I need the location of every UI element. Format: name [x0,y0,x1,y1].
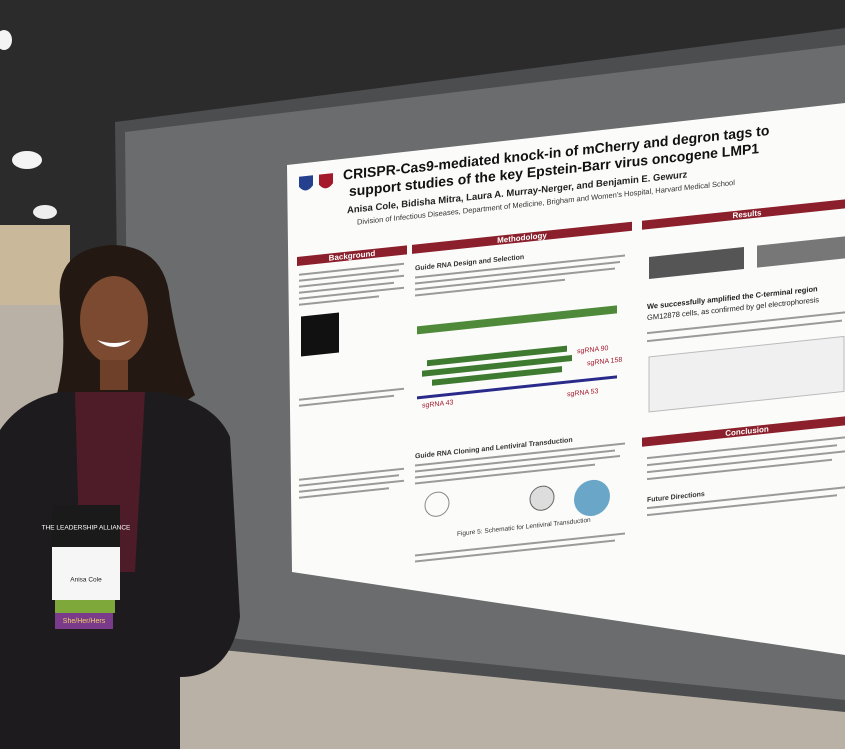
badge-header [52,505,120,547]
badge-pronouns: She/Her/Hers [63,618,106,625]
face [80,276,148,364]
text-line [647,494,837,517]
sequence-figure [417,305,617,400]
text-line [299,295,379,306]
plasmid [424,491,450,517]
text-line [415,267,615,291]
figure-label: sgRNA 158 [587,357,622,368]
virus [529,485,555,511]
ceiling-light [33,205,57,219]
pronoun-ribbon [55,613,113,629]
text-line [647,486,845,510]
section-heading: Results [733,208,762,220]
wall [0,225,70,305]
figure-label: sgRNA 43 [422,399,454,409]
cell [574,479,610,517]
section-bar [412,221,632,254]
text-line [415,539,615,563]
text-line [432,366,562,386]
section-bar [642,415,845,447]
logo [299,175,313,191]
text-line [647,458,832,481]
text-line [415,463,595,485]
text-line [647,436,845,460]
text-line [415,261,620,285]
chromatogram [648,335,845,413]
neck [100,360,128,390]
text-line [427,345,567,367]
figure-label: sgRNA 90 [577,345,609,355]
text-line [647,319,842,343]
text-line [299,474,399,487]
text-line [415,455,620,479]
text-line [299,286,404,300]
text-line [299,487,389,499]
ceiling-light [12,151,42,169]
text-line [415,442,625,467]
text-lines [299,254,845,563]
badge-name: Anisa Cole [70,577,102,584]
badge-organization: THE LEADERSHIP ALLIANCE [42,525,131,532]
ceiling-light [0,30,12,50]
logo [319,173,333,189]
text-line [299,269,399,282]
text-line [415,278,565,297]
text-line [299,387,404,401]
text-line [299,281,394,294]
text-line [647,444,837,467]
text-line [647,311,845,335]
text-line [422,355,572,377]
text-line [299,274,404,288]
text-line [415,532,625,557]
ribbon [55,600,115,613]
text-line [299,262,404,276]
text-line [299,479,404,493]
text-line [415,449,615,473]
section-bar [642,198,845,230]
text-line [417,375,617,400]
text-line [301,312,339,357]
text-line [415,254,625,279]
figure-label: sgRNA 53 [567,388,599,398]
text-line [417,305,617,335]
smile [97,340,131,347]
poster [287,103,845,655]
text-line [647,450,845,474]
section-bar [297,245,407,266]
person: THE LEADERSHIP ALLIANCE Anisa Cole She/H… [0,245,240,749]
text-line [299,394,394,407]
gel-image [757,236,845,268]
text-line [299,467,404,481]
gel-image [649,246,744,279]
